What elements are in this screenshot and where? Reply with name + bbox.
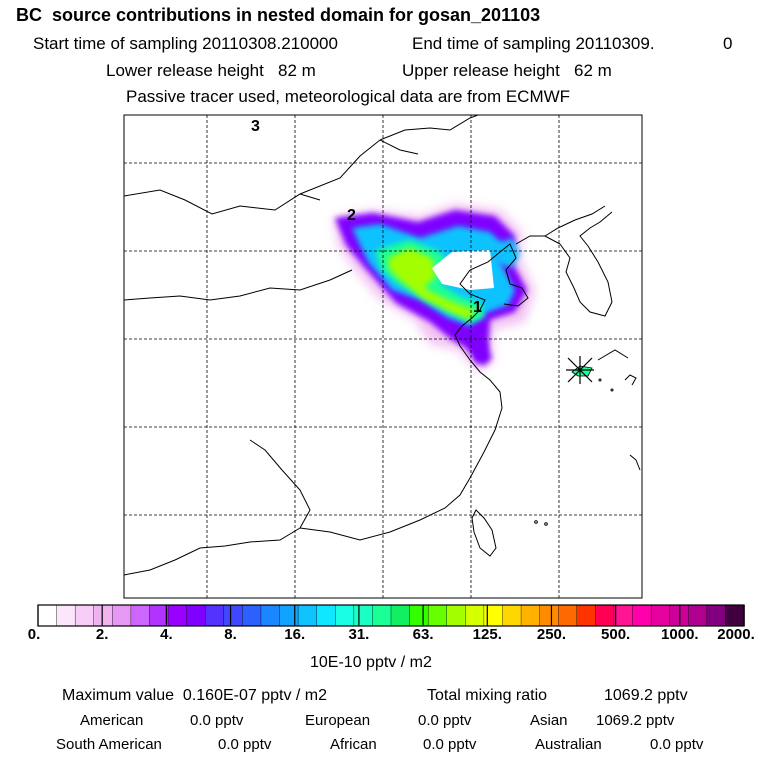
- contribution-name: South American: [56, 736, 162, 753]
- lat-lon-grid: [124, 115, 642, 598]
- colorbar-tick-label: 4.: [160, 626, 173, 643]
- contribution-value: 0.0 pptv: [418, 712, 472, 729]
- contribution-name: Australian: [535, 736, 602, 753]
- contribution-value: 0.0 pptv: [218, 736, 272, 753]
- contribution-name: African: [330, 736, 377, 753]
- colorbar-tick-label: 2.: [95, 626, 109, 643]
- colorbar-tick-label: 0.: [27, 626, 41, 643]
- tracer-info-text: Passive tracer used, meteorological data…: [126, 87, 571, 106]
- colorbar-tick-label: 1000.: [661, 626, 699, 643]
- contribution-name: European: [305, 712, 371, 729]
- contribution-value: 0.0 pptv: [190, 712, 244, 729]
- contribution-name: Asian: [530, 712, 568, 729]
- colorbar-tick-label: 500.: [601, 626, 631, 643]
- region-label-1: 1: [473, 299, 482, 316]
- colorbar-tick-label: 2000.: [717, 626, 755, 643]
- total-mixing-label: Total mixing ratio: [427, 687, 548, 704]
- colorbar-tick-label: 31.: [348, 626, 370, 643]
- region-label-3: 3: [251, 118, 260, 135]
- lower-release-text: Lower release height 82 m: [106, 61, 316, 80]
- figure-title: BC source contributions in nested domain…: [16, 5, 541, 25]
- colorbar-units: 10E-10 pptv / m2: [310, 654, 432, 671]
- map-frame: [123, 114, 643, 599]
- star-burst-icon: [566, 356, 594, 384]
- concentration-plume: [333, 204, 535, 372]
- total-mixing-value: 1069.2 pptv: [604, 687, 688, 704]
- upper-release-text: Upper release height 62 m: [402, 61, 612, 80]
- contribution-value: 0.0 pptv: [423, 736, 477, 753]
- contribution-value: 1069.2 pptv: [596, 712, 675, 729]
- colorbar-tick-label: 63.: [412, 626, 434, 643]
- colorbar-tick-label: 16.: [284, 626, 306, 643]
- start-time-text: Start time of sampling 20110308.210000: [33, 34, 338, 53]
- colorbar-tick-label: 250.: [536, 626, 567, 643]
- end-time-text: End time of sampling 20110309.: [412, 34, 655, 53]
- end-hour-text: 0: [723, 34, 733, 53]
- colorbar-tick-label: 125.: [472, 626, 502, 643]
- contribution-name: American: [80, 712, 144, 729]
- map-panel: 3 2 1: [123, 114, 643, 599]
- contribution-value: 0.0 pptv: [650, 736, 704, 753]
- coastline: [124, 115, 641, 576]
- colorbar-tick-label: 8.: [224, 626, 237, 643]
- region-label-2: 2: [347, 207, 356, 224]
- max-value-text: Maximum value 0.160E-07 pptv / m2: [62, 687, 328, 704]
